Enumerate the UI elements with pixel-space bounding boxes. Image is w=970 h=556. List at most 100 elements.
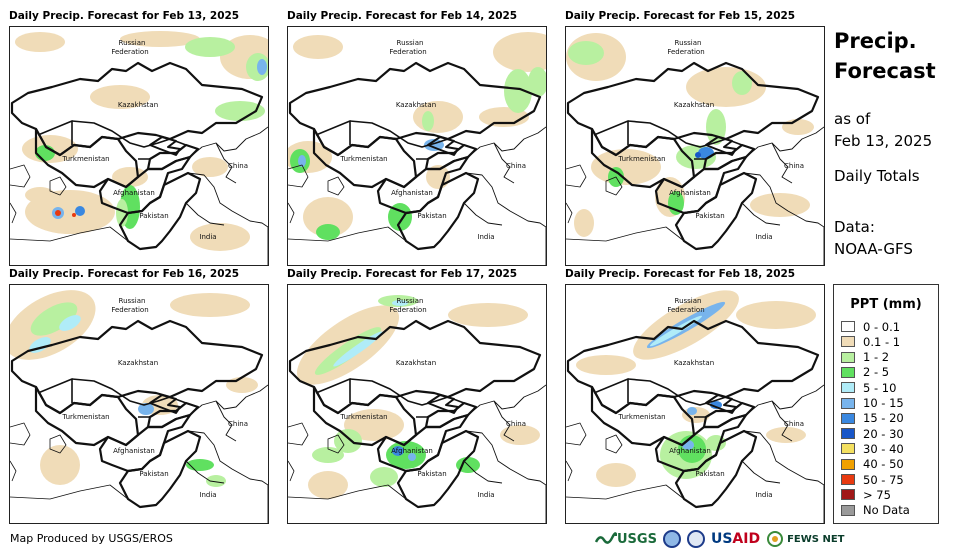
label-turkmenistan: Turkmenistan (61, 413, 109, 421)
precip-area (528, 67, 546, 97)
panel-title: Daily Precip. Forecast for Feb 18, 2025 (565, 268, 796, 280)
legend-swatch (841, 504, 855, 516)
label-china: China (228, 162, 248, 170)
china-border (189, 384, 268, 442)
precip-area (422, 111, 434, 131)
precip-area (298, 155, 306, 167)
legend-label: 15 - 20 (863, 411, 904, 426)
data-label: Data: (834, 218, 875, 236)
forecast-panel-6: Daily Precip. Forecast for Feb 18, 2025 … (565, 268, 825, 524)
kyrgyzstan-border (705, 394, 737, 414)
afghanistan-border (98, 413, 192, 473)
afghanistan-border (98, 155, 192, 215)
label-pakistan: Pakistan (695, 470, 724, 478)
precip-area (138, 403, 154, 415)
precip-area (215, 101, 265, 121)
legend-item: No Data (841, 503, 910, 518)
precip-area (192, 157, 228, 177)
precip-area (72, 213, 76, 217)
precip-area (206, 475, 226, 487)
china-border (745, 384, 824, 442)
label-india: India (199, 233, 216, 241)
precip-area (90, 85, 150, 109)
label-turkmenistan: Turkmenistan (339, 413, 387, 421)
legend-swatch (841, 382, 855, 394)
afghanistan-border (654, 155, 748, 215)
label-afghanistan: Afghanistan (113, 447, 155, 455)
as-of-date: Feb 13, 2025 (834, 132, 933, 150)
forecast-panel-2: Daily Precip. Forecast for Feb 14, 2025 … (287, 10, 547, 266)
label-russia: Russian (675, 39, 702, 47)
legend-item: 2 - 5 (841, 365, 889, 380)
label-afghanistan: Afghanistan (391, 189, 433, 197)
precip-area (576, 355, 636, 375)
precip-area (75, 206, 85, 216)
label-afghanistan: Afghanistan (669, 447, 711, 455)
precip-area (695, 152, 701, 158)
precip-area (293, 35, 343, 59)
label-kazakhstan: Kazakhstan (674, 101, 714, 109)
data-source: NOAA-GFS (834, 240, 913, 258)
legend-swatch (841, 458, 855, 470)
precip-area (40, 445, 80, 485)
precip-area (392, 446, 404, 456)
panel-title: Daily Precip. Forecast for Feb 13, 2025 (9, 10, 240, 22)
forecast-panel-5: Daily Precip. Forecast for Feb 17, 2025 … (287, 268, 547, 524)
legend-swatch (841, 321, 855, 332)
kyrgyzstan-border (427, 136, 459, 156)
label-russia: Federation (389, 306, 426, 314)
legend-label: 40 - 50 (863, 457, 904, 472)
usaid-logo: US AID (711, 531, 760, 547)
label-india: India (755, 233, 772, 241)
usaid-aid-text: AID (732, 531, 761, 547)
precip-area (314, 327, 382, 375)
precip-area (333, 331, 383, 367)
panel-title: Daily Precip. Forecast for Feb 14, 2025 (287, 10, 518, 22)
india-border (741, 172, 824, 265)
legend-label: 5 - 10 (863, 380, 897, 395)
precip-area (190, 223, 250, 251)
precip-area (308, 471, 348, 499)
label-russia: Federation (667, 306, 704, 314)
pakistan-border (118, 171, 202, 251)
label-afghanistan: Afghanistan (113, 189, 155, 197)
precip-area (226, 377, 258, 393)
turkmenistan-border (312, 385, 418, 447)
legend-label: > 75 (863, 487, 891, 502)
precip-map: Russian Federation Kazakhstan Turkmenistan A… (565, 26, 825, 266)
label-pakistan: Pakistan (417, 212, 446, 220)
legend-label: 20 - 30 (863, 426, 904, 441)
label-china: China (784, 420, 804, 428)
pakistan-border (674, 429, 758, 509)
precip-map: Russian Federation Kazakhstan Turkmenistan A… (9, 26, 269, 266)
legend-label: 2 - 5 (863, 365, 890, 380)
label-pakistan: Pakistan (139, 212, 168, 220)
legend-swatch (841, 443, 855, 455)
coastline (10, 164, 129, 242)
legend-item: > 75 (841, 487, 891, 502)
precip-area (316, 224, 340, 240)
precip-area (493, 32, 546, 72)
coastline (566, 422, 685, 500)
coastline (288, 422, 407, 500)
precip-area (706, 109, 726, 145)
precip-area (500, 425, 540, 445)
legend-swatch (841, 489, 855, 501)
precip-area (170, 293, 250, 317)
precip-area (59, 315, 81, 331)
label-russia: Federation (111, 48, 148, 56)
panel-title: Daily Precip. Forecast for Feb 15, 2025 (565, 10, 796, 22)
noaa-seal-icon (662, 530, 681, 548)
legend-label: 10 - 15 (863, 396, 904, 410)
kyrgyzstan-border (427, 394, 459, 414)
precip-area (116, 199, 128, 227)
afghanistan-border (376, 413, 470, 473)
kyrgyzstan-border (149, 394, 181, 414)
legend-item: 20 - 30 (841, 426, 904, 441)
precip-area (388, 203, 412, 231)
pakistan-border (118, 429, 202, 509)
